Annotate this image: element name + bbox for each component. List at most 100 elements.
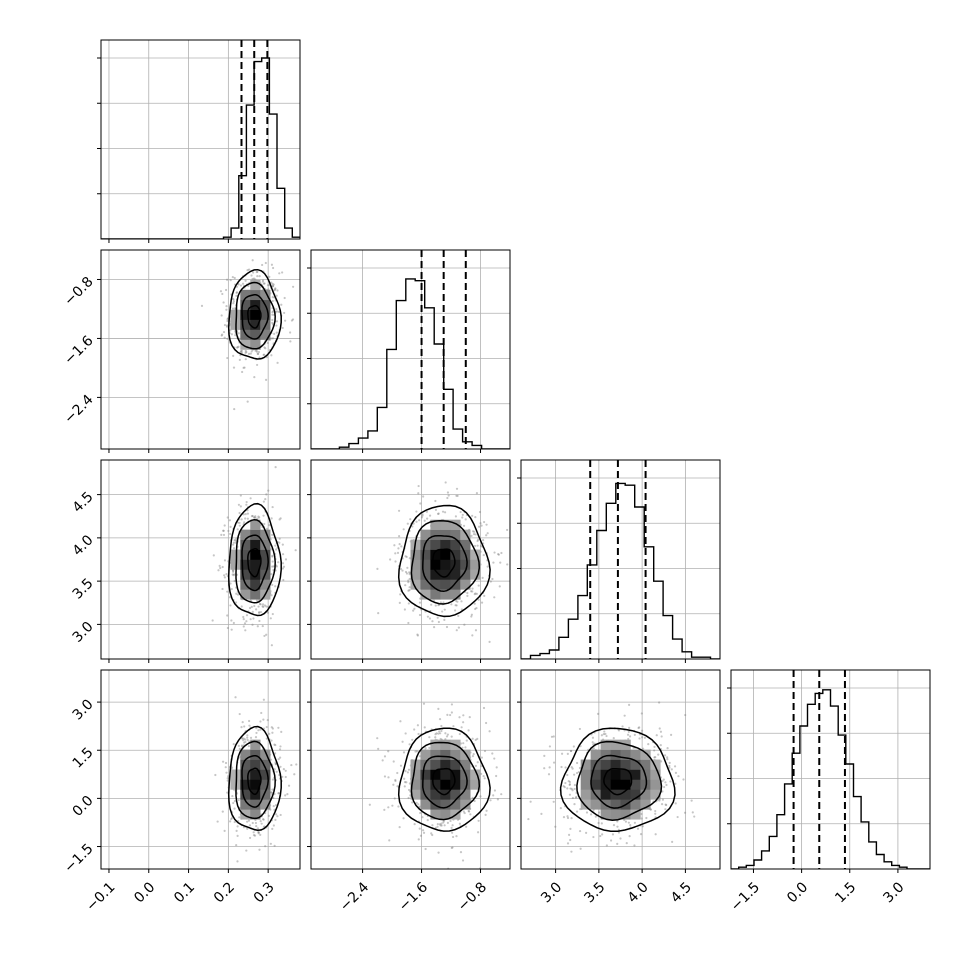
scatter-point: [227, 775, 230, 778]
scatter-point: [214, 773, 217, 777]
density-cell: [600, 749, 611, 760]
scatter-point: [271, 318, 274, 322]
density-cell: [440, 579, 451, 590]
scatter-point: [624, 820, 628, 823]
scatter-point: [407, 621, 410, 625]
scatter-point: [253, 604, 256, 608]
scatter-point: [482, 706, 486, 710]
scatter-point: [451, 846, 454, 849]
density-cell: [250, 279, 261, 291]
scatter-point: [450, 711, 453, 714]
scatter-point: [217, 569, 220, 572]
scatter-point: [255, 727, 258, 730]
scatter-point: [492, 561, 495, 564]
scatter-point: [402, 817, 405, 820]
scatter-point: [543, 754, 546, 757]
scatter-point: [422, 831, 426, 834]
scatter-point: [276, 815, 279, 818]
scatter-point: [270, 517, 273, 520]
scatter-point: [238, 358, 241, 361]
scatter-point: [554, 825, 557, 828]
x-tick-label: 0.0: [131, 879, 158, 906]
scatter-point: [244, 279, 247, 282]
scatter-point: [637, 726, 640, 730]
scatter-point: [446, 496, 449, 500]
scatter-point: [242, 366, 245, 369]
scatter-point: [400, 545, 403, 548]
scatter-point: [471, 796, 474, 799]
contour-line: [603, 767, 633, 796]
scatter-point: [261, 263, 264, 267]
density-cell: [640, 789, 651, 800]
scatter-point: [669, 733, 673, 737]
scatter-point: [226, 319, 229, 323]
scatter-point: [567, 780, 570, 783]
scatter-point: [243, 741, 246, 744]
scatter-point: [222, 529, 225, 532]
scatter-point: [232, 366, 236, 369]
scatter-point: [248, 836, 252, 840]
x-tick-label: 3.0: [538, 879, 565, 906]
scatter-point: [659, 730, 663, 733]
scatter-point: [259, 833, 262, 836]
scatter-point: [223, 574, 226, 577]
scatter-point: [246, 269, 249, 272]
scatter-point: [232, 801, 235, 805]
density-cell: [580, 769, 591, 780]
hist-content: [101, 40, 300, 239]
scatter-point: [232, 547, 236, 550]
density-cell: [260, 789, 271, 800]
scatter-point: [653, 749, 656, 752]
scatter-point: [235, 285, 239, 288]
scatter-point: [657, 753, 660, 756]
scatter-point: [244, 738, 247, 741]
scatter-point: [482, 539, 485, 542]
scatter-point: [404, 770, 407, 773]
scatter-point: [399, 764, 403, 767]
scatter-point: [281, 567, 285, 570]
scatter-point: [417, 803, 420, 806]
scatter-point: [268, 732, 271, 735]
scatter-point: [252, 617, 255, 620]
scatter-point: [602, 732, 605, 736]
scatter-point: [467, 729, 470, 732]
scatter-point: [275, 294, 278, 297]
scatter-point: [415, 520, 418, 523]
scatter-point: [226, 318, 229, 321]
scatter-point: [666, 758, 669, 761]
scatter-point: [246, 820, 249, 823]
scatter-point: [245, 503, 248, 506]
density-cell: [470, 779, 481, 790]
scatter-point: [612, 824, 616, 827]
scatter-point: [482, 553, 485, 557]
scatter-point: [261, 624, 264, 628]
scatter-point: [417, 492, 420, 495]
scatter-point: [271, 731, 274, 734]
density-cell: [620, 759, 631, 770]
scatter-point: [265, 633, 268, 636]
scatter-point: [270, 739, 273, 742]
scatter-point: [392, 783, 395, 786]
scatter-point: [263, 634, 266, 638]
scatter-point: [262, 353, 265, 356]
x-tick-label: 0.1: [171, 879, 198, 906]
density-cell: [450, 749, 461, 760]
scatter-point: [456, 494, 459, 497]
scatter-point: [459, 851, 463, 854]
x-tick-label: 4.0: [625, 879, 652, 906]
scatter-point: [411, 738, 414, 741]
density-cell: [420, 589, 431, 600]
scatter-point: [592, 809, 595, 812]
scatter-point: [585, 831, 588, 834]
scatter-point: [233, 579, 236, 583]
scatter-point: [443, 618, 446, 621]
scatter-point: [250, 605, 253, 608]
scatter-point: [562, 784, 565, 788]
scatter-point: [596, 712, 600, 715]
scatter-point: [263, 282, 266, 285]
scatter-point: [271, 612, 274, 616]
scatter-point: [563, 786, 566, 789]
density-cell: [410, 789, 421, 800]
density-cell: [240, 569, 251, 580]
density-cell: [610, 809, 621, 820]
